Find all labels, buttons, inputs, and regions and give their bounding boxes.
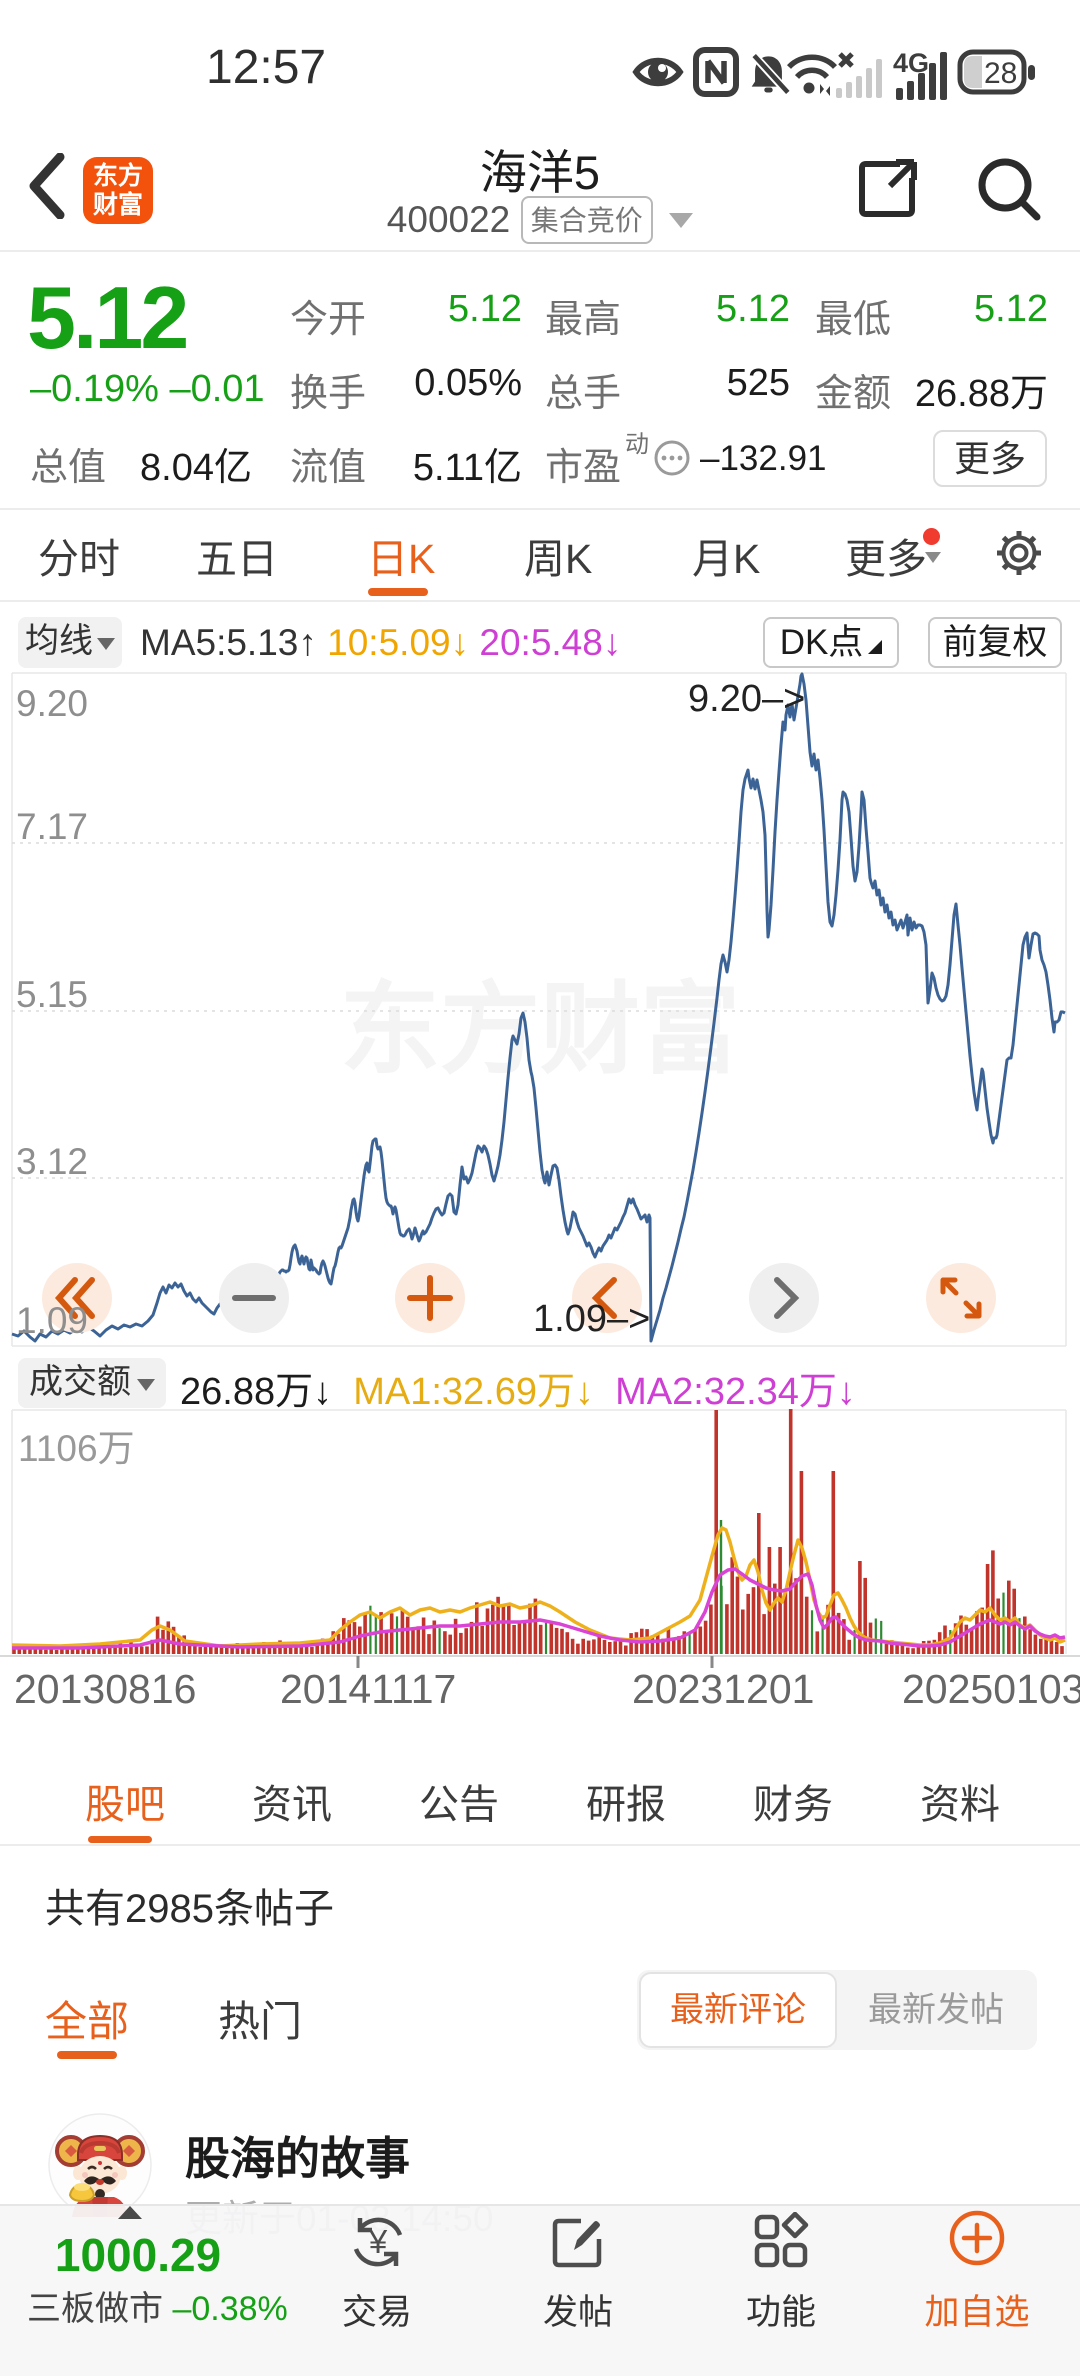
- svg-text:¥: ¥: [368, 2223, 388, 2260]
- svg-text:4G: 4G: [893, 48, 929, 78]
- svg-text:28: 28: [984, 57, 1017, 90]
